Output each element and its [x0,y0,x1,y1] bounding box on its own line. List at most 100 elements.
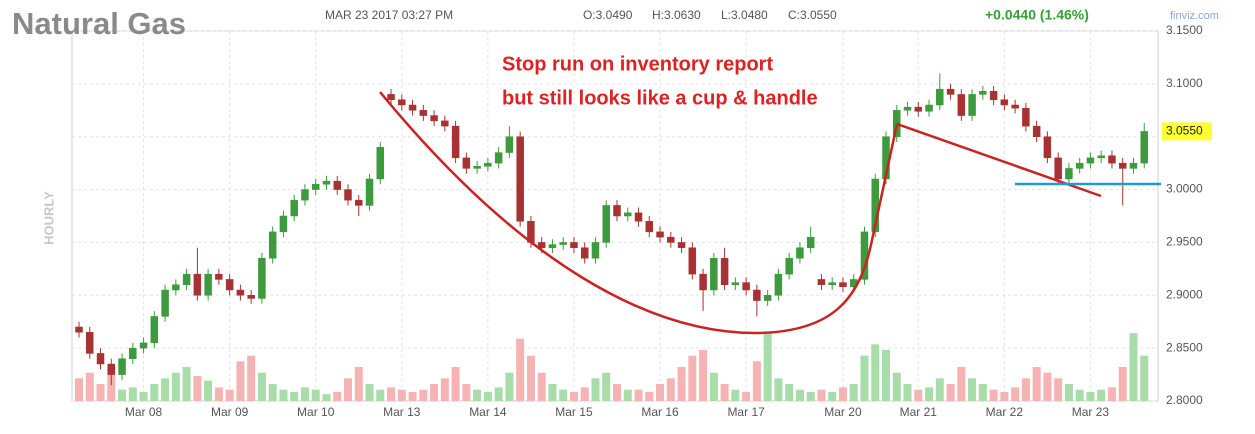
x-tick-label: Mar 23 [1072,405,1110,419]
volume-bar [849,384,858,401]
volume-bar [408,391,417,401]
candle-body [215,273,223,280]
candle-body [494,152,503,164]
candle-body [914,106,923,112]
volume-bar [882,350,890,401]
volume-bar [1118,367,1127,401]
candle-body [613,205,621,217]
volume-bar [75,378,83,401]
volume-bar [193,376,202,401]
volume-bar [1097,389,1106,401]
candle-body [204,273,212,296]
candle-body [796,247,804,259]
ohlc-open: O:3.0490 [583,8,633,22]
volume-bar [580,387,589,401]
volume-bar [968,378,977,401]
candle-body [279,215,288,233]
volume-bar [828,391,837,401]
volume-bar [505,372,514,401]
volume-bar [376,389,385,401]
candle-body [817,279,826,285]
volume-bar [344,378,352,401]
ohlc-close: C:3.0550 [788,8,837,22]
candle-body [473,166,481,169]
timeframe-label: HOURLY [41,191,56,245]
volume-bar [688,355,697,401]
change: +0.0440 (1.46%) [985,7,1089,23]
volume-bar [118,389,127,401]
candle-body [398,99,406,106]
y-tick-label: 2.8000 [1166,393,1203,407]
candle-body [451,125,460,159]
candle-body [720,258,729,285]
candle-body [462,157,471,169]
x-tick-label: Mar 10 [297,405,335,419]
volume-bar [634,389,643,401]
candle-body [763,295,772,301]
y-tick-label: 3.0000 [1166,182,1203,196]
candle-body [365,178,374,206]
x-tick-label: Mar 13 [383,405,421,419]
candle-body [839,282,847,288]
candle-body [268,231,277,259]
candle-body [828,282,836,285]
candle-body [311,184,320,190]
candle-body [634,212,643,222]
volume-bar [817,389,826,401]
volume-bar [440,378,449,401]
candle-body [161,289,169,317]
volume-bar [333,391,342,401]
volume-bar [257,372,266,401]
last-price-label: 3.0550 [1166,124,1203,138]
volume-bar [236,361,245,401]
candle-body [1140,131,1148,164]
candle-body [602,205,610,243]
candle-body [645,221,654,233]
candle-body [408,104,417,111]
candle-body [193,273,202,296]
y-tick-label: 3.1500 [1166,23,1203,37]
candle-body [968,94,976,116]
volume-bar [354,367,363,401]
volume-bar [1064,384,1073,401]
candle-body [355,199,363,206]
volume-bar [430,384,439,401]
candle-body [129,347,137,359]
candle-body [893,110,901,137]
x-tick-label: Mar 15 [555,405,593,419]
volume-bar [752,361,761,401]
volume-bar [720,384,729,401]
candle-body [903,106,912,111]
volume-bar [85,372,94,401]
volume-bar [860,355,869,401]
volume-bar [387,387,396,401]
candle-body [559,242,567,245]
candle-body [301,189,309,201]
candle-body [86,332,94,354]
candle-body [1032,125,1041,137]
volume-bar [494,387,503,401]
volume-bar [365,384,374,401]
volume-bar [161,378,170,401]
candle-body [430,115,438,122]
candle-body [688,247,697,275]
candle-body [150,316,159,344]
candle-body [182,273,191,285]
x-tick-label: Mar 08 [125,405,163,419]
volume-bar [1140,355,1149,401]
volume-bar [892,372,901,401]
volume-bar [602,372,611,401]
candle-body [785,258,793,275]
candle-body [172,284,180,291]
candle-body [667,236,675,243]
volume-bar [838,387,847,401]
candle-body [236,289,245,296]
volume-bar [591,378,600,401]
x-tick-label: Mar 22 [986,405,1024,419]
y-tick-label: 2.9000 [1166,287,1203,301]
volume-bar [978,384,987,401]
candle-body [1108,155,1116,164]
volume-bar [785,384,794,401]
candle-body [1054,157,1062,180]
